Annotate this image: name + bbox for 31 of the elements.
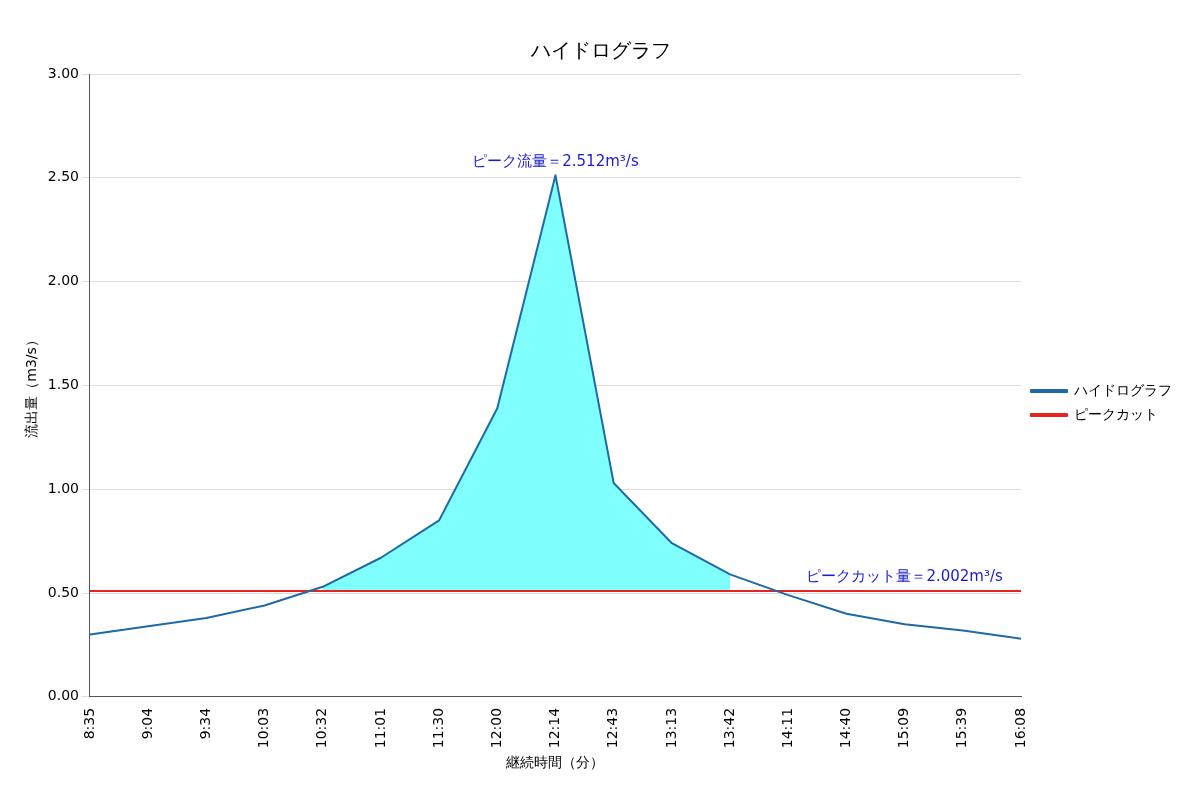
x-tick-label: 14:40 [837,707,854,749]
x-tick-label: 11:01 [371,707,388,749]
x-tick-label: 11:30 [429,707,446,749]
y-tick-label: 0.00 [47,687,79,704]
y-tick-label: 0.50 [47,583,79,600]
x-tick-label: 12:14 [546,707,563,749]
x-tick-label: 8:35 [80,707,97,740]
x-axis-title: 継続時間（分） [505,754,605,771]
x-tick-label: 9:04 [138,707,155,740]
annotation: ピーク流量＝2.512m³/s [472,151,639,170]
y-tick-label: 1.50 [47,376,79,393]
x-tick-label: 14:11 [778,707,795,749]
y-tick-label: 2.50 [47,168,79,185]
x-tick-label: 15:09 [895,707,912,749]
x-tick-label: 10:03 [255,707,272,749]
legend-label: ハイドログラフ [1073,381,1172,398]
x-tick-label: 16:08 [1011,707,1028,749]
x-tick-label: 9:34 [196,707,213,740]
x-tick-label: 13:13 [662,707,679,749]
x-tick-label: 13:42 [720,707,737,749]
y-tick-label: 2.00 [47,272,79,289]
annotation: ピークカット量＝2.002m³/s [806,567,1004,586]
legend-label: ピークカット [1074,405,1158,422]
x-tick-label: 12:43 [604,707,621,749]
y-tick-label: 3.00 [47,64,79,81]
y-tick-label: 1.00 [47,479,79,496]
chart-title: ハイドログラフ [530,38,671,63]
y-axis-title: 流出量（m3/s） [23,333,40,438]
x-tick-label: 10:32 [313,707,330,749]
x-tick-label: 15:39 [953,707,970,749]
x-tick-label: 12:00 [487,707,504,749]
